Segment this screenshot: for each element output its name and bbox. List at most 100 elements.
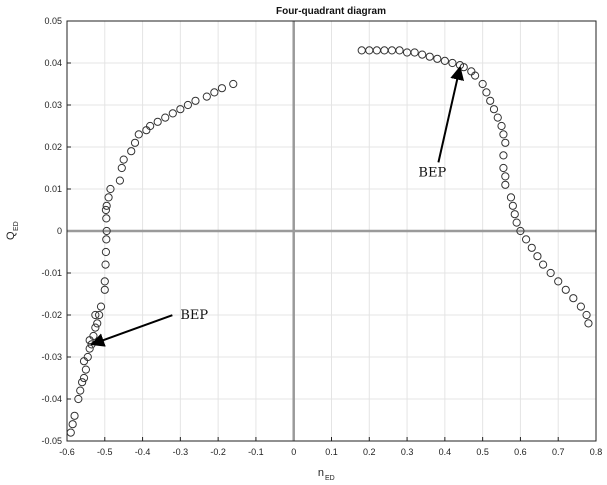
data-point [493, 113, 502, 122]
y-tick-labels: -0.05 -0.04 -0.03 -0.02 -0.01 0 0.01 0.02 0.03 0.… [41, 16, 62, 446]
data-point [418, 50, 427, 59]
data-point [497, 121, 506, 131]
data-point [569, 294, 578, 303]
svg-text:n: n [318, 467, 324, 479]
data-point [106, 184, 115, 194]
data-point [119, 155, 128, 164]
data-point [76, 386, 85, 395]
data-point [508, 201, 517, 210]
data-point [102, 201, 111, 210]
data-point [102, 235, 111, 244]
y-tick-label: 0.03 [44, 100, 62, 110]
data-point [70, 411, 79, 420]
data-point [210, 88, 219, 97]
bep-annotation-label: BEP [180, 308, 208, 323]
data-point [561, 285, 570, 294]
data-point [512, 218, 521, 227]
data-point [161, 113, 170, 122]
y-tick-label: -0.03 [41, 352, 62, 362]
plot-frame [66, 20, 597, 442]
data-point [115, 176, 125, 185]
data-point [486, 96, 495, 105]
bep-annotation-label: BEP [418, 165, 446, 180]
data-point [130, 138, 140, 147]
annotations: BEP BEP [90, 65, 465, 347]
data-point [117, 163, 126, 173]
data-point [100, 277, 109, 286]
data-point [66, 428, 75, 437]
x-tick-label: -0.1 [248, 447, 264, 457]
data-point [501, 172, 510, 181]
data-point [79, 373, 89, 383]
x-tick-label: -0.3 [173, 447, 189, 457]
data-point [96, 302, 106, 311]
data-point [478, 79, 487, 89]
data-point [93, 319, 102, 328]
data-point [101, 205, 111, 215]
data-point [410, 48, 419, 57]
data-point [91, 310, 100, 320]
y-tick-label: 0.01 [44, 184, 62, 194]
data-point [533, 252, 542, 261]
data-point [78, 378, 87, 387]
data-point [539, 260, 548, 269]
data-point [501, 180, 510, 189]
zero-axes [67, 21, 596, 441]
x-tick-label: 0.1 [325, 447, 338, 457]
y-tick-label: -0.02 [41, 310, 62, 320]
data-point [499, 163, 508, 173]
x-tick-label: 0.4 [439, 447, 452, 457]
data-point [582, 310, 591, 320]
y-axis-label: Q ED [5, 221, 20, 240]
y-tick-label: -0.05 [41, 436, 62, 446]
data-point [527, 243, 536, 252]
data-point [499, 151, 508, 160]
data-point [433, 54, 442, 63]
x-tick-label: 0 [291, 447, 296, 457]
data-point [217, 84, 227, 93]
y-tick-label: 0 [57, 226, 62, 236]
data-point [425, 52, 434, 61]
svg-text:Q: Q [5, 231, 17, 240]
x-tick-label: 0.3 [401, 447, 414, 457]
data-point [102, 214, 111, 223]
data-point [489, 105, 499, 114]
data-point [554, 277, 563, 286]
x-tick-label: -0.5 [97, 447, 113, 457]
data-point [168, 109, 177, 118]
data-point [74, 394, 83, 404]
data-point [510, 210, 519, 219]
data-point [95, 310, 104, 320]
y-tick-label: 0.05 [44, 16, 62, 26]
data-point [576, 302, 585, 311]
data-point [183, 100, 193, 110]
data-point [91, 323, 100, 332]
x-tick-label: -0.2 [210, 447, 226, 457]
svg-text:ED: ED [325, 475, 335, 482]
data-point [83, 352, 92, 362]
x-tick-label: 0.6 [514, 447, 527, 457]
x-tick-label: 0.5 [476, 447, 489, 457]
svg-text:ED: ED [13, 221, 20, 231]
y-tick-label: 0.04 [44, 58, 62, 68]
data-point [146, 121, 155, 131]
data-point [134, 130, 143, 139]
data-point [395, 46, 404, 55]
x-tick-label: 0.8 [590, 447, 603, 457]
y-tick-label: -0.04 [41, 394, 62, 404]
y-tick-label: 0.02 [44, 142, 62, 152]
data-point [499, 130, 508, 139]
x-tick-label: -0.6 [59, 447, 75, 457]
data-point [100, 285, 109, 294]
x-tick-labels: -0.6 -0.5 -0.4 -0.3 -0.2 -0.1 0 0.1 0.2 0.3 0.4 0.5… [59, 447, 602, 457]
data-point [470, 71, 480, 80]
data-point [101, 247, 111, 257]
x-tick-label: -0.4 [135, 447, 151, 457]
data-point [202, 92, 211, 101]
data-point [104, 193, 113, 202]
x-axis-label: n ED [318, 467, 335, 482]
data-point [482, 88, 491, 97]
data-point [501, 138, 510, 147]
